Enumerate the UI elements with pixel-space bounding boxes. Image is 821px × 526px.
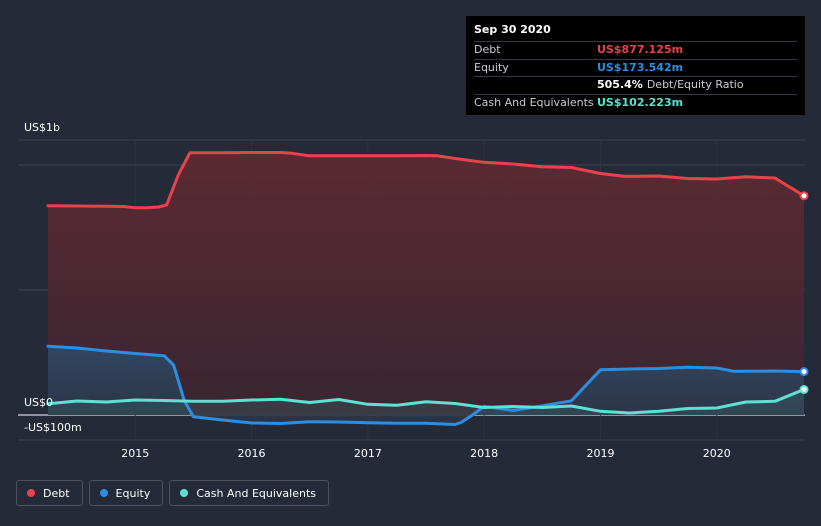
- endpoint-cash-and-equivalents: [799, 385, 809, 394]
- series-areas: [48, 152, 804, 425]
- tooltip-row-cash: Cash And Equivalents US$102.223m: [474, 93, 797, 112]
- y-tick-label: -US$100m: [24, 421, 82, 434]
- ratio-value: 505.4%: [597, 78, 643, 91]
- legend-item-cash[interactable]: Cash And Equivalents: [169, 480, 329, 506]
- x-tick-label: 2018: [470, 447, 498, 460]
- x-tick-label: 2016: [238, 447, 266, 460]
- x-tick-label: 2015: [121, 447, 149, 460]
- line-cash-and-equivalents: [46, 388, 806, 415]
- tooltip-row-debt: Debt US$877.125m: [474, 41, 797, 59]
- legend-dot-icon: [27, 489, 35, 497]
- legend-dot-icon: [180, 489, 189, 497]
- y-tick-label: US$0: [24, 396, 53, 409]
- area-equity: [48, 346, 804, 425]
- legend-dot-icon: [99, 489, 108, 497]
- endpoint-equity: [799, 367, 809, 377]
- endpoint-debt: [799, 191, 809, 201]
- x-tick-label: 2019: [586, 447, 614, 460]
- tooltip-row-equity: Equity US$173.542m: [474, 58, 797, 77]
- tooltip-value: US$173.542m: [597, 60, 684, 74]
- x-tick-label: 2020: [703, 447, 731, 460]
- tooltip-label: Cash And Equivalents: [474, 95, 594, 109]
- tooltip-date: Sep 30 2020: [474, 23, 551, 36]
- tooltip-label: Equity: [474, 60, 509, 74]
- data-tooltip: Sep 30 2020 Debt US$877.125m Equity US$1…: [466, 16, 805, 115]
- series-endpoints: [799, 191, 809, 394]
- series-lines: [46, 151, 806, 426]
- tooltip-row-ratio: 505.4% Debt/Equity Ratio: [474, 76, 797, 94]
- x-axis-labels: 2015 2016 2017 2018 2019 2020: [121, 447, 731, 460]
- y-tick-label: US$1b: [24, 121, 60, 134]
- tooltip-label: [474, 77, 597, 94]
- legend-label: Cash And Equivalents: [196, 486, 316, 500]
- y-axis-labels: US$1b US$0 -US$100m: [24, 121, 82, 434]
- line-debt: [46, 151, 806, 210]
- tooltip-label: Debt: [474, 43, 501, 56]
- legend-item-equity[interactable]: Equity: [88, 480, 164, 506]
- ratio-caption: Debt/Equity Ratio: [646, 78, 744, 91]
- area-debt: [48, 152, 804, 415]
- legend-label: Equity: [115, 486, 151, 500]
- legend-item-debt[interactable]: Debt: [16, 480, 83, 506]
- tooltip-value: 505.4% Debt/Equity Ratio: [597, 77, 744, 94]
- line-equity: [46, 344, 806, 426]
- tooltip-value: US$102.223m: [597, 95, 684, 109]
- tooltip-value: US$877.125m: [597, 43, 684, 56]
- chart-legend: Debt Equity Cash And Equivalents: [16, 480, 329, 506]
- legend-label: Debt: [43, 486, 70, 500]
- x-tick-label: 2017: [354, 447, 382, 460]
